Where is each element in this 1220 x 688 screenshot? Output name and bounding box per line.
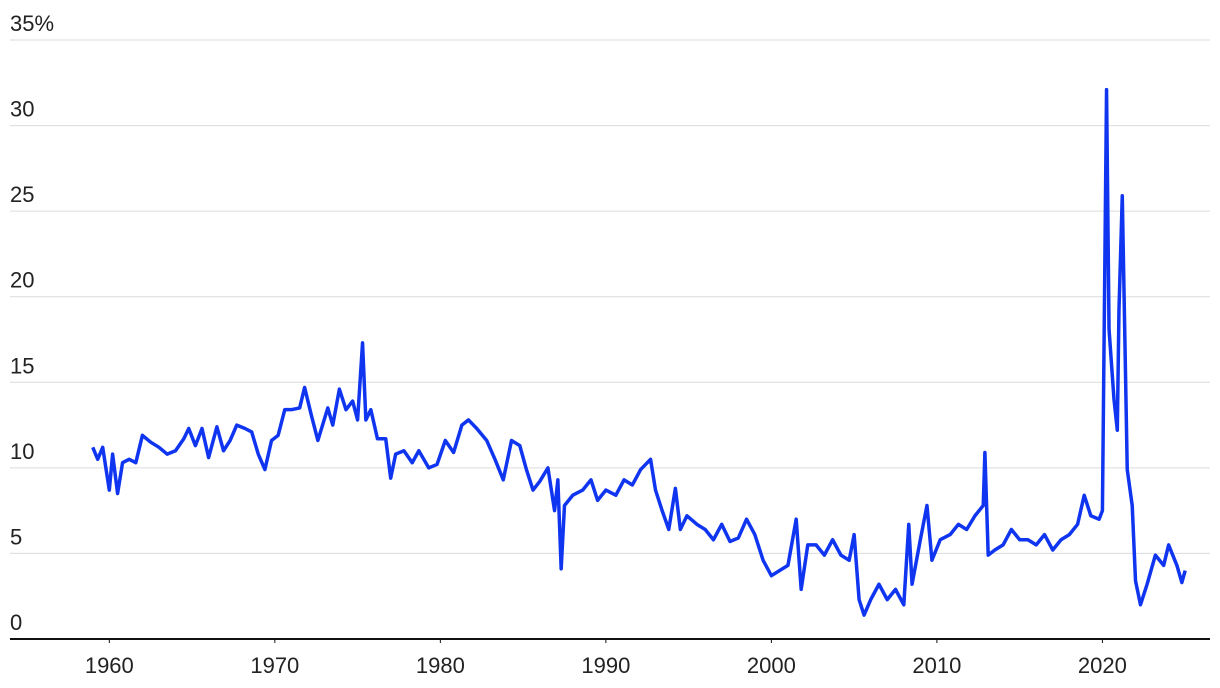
x-tick-label: 2000 [747,653,796,678]
y-tick-label: 15 [10,353,34,378]
x-tick-label: 1960 [85,653,134,678]
x-tick-label: 1990 [581,653,630,678]
y-tick-label: 25 [10,182,34,207]
line [91,87,1187,617]
y-tick-label: 0 [10,610,22,635]
y-tick-label: 20 [10,268,34,293]
x-tick-label: 1980 [416,653,465,678]
x-tick-label: 1970 [250,653,299,678]
y-tick-label: 5 [10,524,22,549]
x-tick-label: 2020 [1078,653,1127,678]
y-tick-label: 35% [10,11,54,36]
y-tick-label: 30 [10,97,34,122]
x-tick-label: 2010 [912,653,961,678]
y-tick-label: 10 [10,439,34,464]
